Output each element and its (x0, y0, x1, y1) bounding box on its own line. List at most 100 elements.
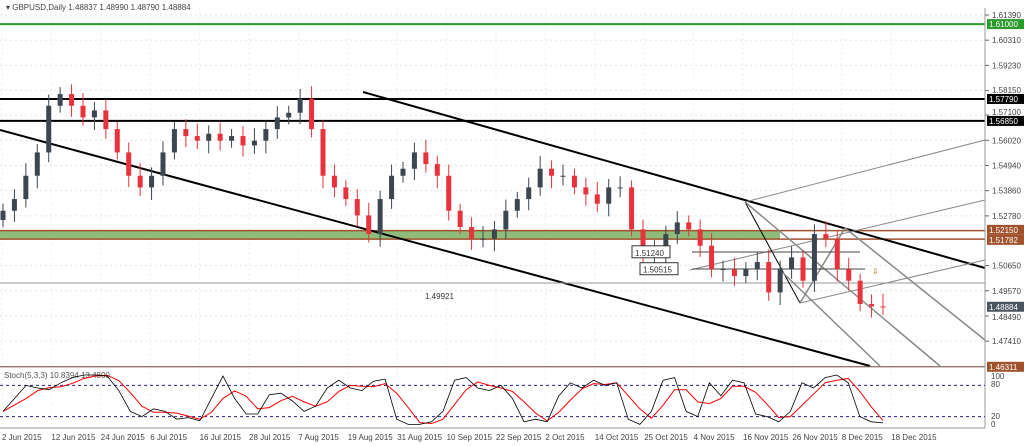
date-tick-label: 24 Jun 2015 (101, 433, 146, 442)
candle-body (720, 269, 726, 271)
price-tick-label: 1.52780 (992, 212, 1021, 221)
candle-body (869, 304, 875, 307)
candle-body (709, 245, 715, 270)
price-tick-label: 1.57100 (992, 108, 1021, 117)
candle-body (217, 133, 223, 141)
candle-body (880, 306, 886, 308)
candle-body (491, 229, 497, 239)
price-axis[interactable]: 1.61390 1.60310 1.59230 1.58150 1.57100 1.560… (985, 11, 1024, 372)
stoch-d-line (2, 374, 884, 425)
date-tick-label: 4 Nov 2015 (694, 433, 735, 442)
candle-body (57, 94, 63, 106)
price-label-box (987, 115, 1024, 126)
fork-line (744, 201, 941, 367)
arrow-down-icon: ⇩ (872, 267, 879, 276)
price-tick-label: 1.58150 (992, 86, 1021, 95)
stoch-tick-label: 0 (991, 420, 996, 429)
candle-body (834, 238, 840, 270)
candle-body (731, 269, 737, 277)
candle-body (766, 262, 772, 293)
candle-body (160, 152, 166, 176)
candle-body (354, 199, 360, 216)
price-tick-label: 1.61390 (992, 11, 1021, 20)
candle-body (263, 129, 269, 141)
price-label-box (987, 361, 1024, 372)
price-tick-label: 1.56020 (992, 136, 1021, 145)
candle-body (583, 187, 589, 195)
stoch-tick-label: 80 (991, 380, 1000, 389)
level-annotation: 1.50515 (643, 266, 672, 275)
candle-body (297, 98, 303, 113)
channel-lower-line (0, 129, 871, 367)
candle-body (137, 175, 143, 188)
candle-body (743, 269, 749, 277)
date-axis[interactable]: 2 Jun 2015 12 Jun 2015 24 Jun 2015 6 Jul 20… (2, 433, 937, 442)
trendlines: ⇩ (0, 91, 986, 367)
channel-upper-line (362, 91, 986, 269)
candle-body (126, 152, 132, 176)
candle-body (331, 175, 337, 188)
price-label: 1.51782 (989, 236, 1018, 245)
date-tick-label: 26 Nov 2015 (792, 433, 838, 442)
price-label-box (987, 19, 1024, 30)
candle-body (229, 136, 235, 141)
date-tick-label: 16 Jul 2015 (200, 433, 242, 442)
candle-body (80, 105, 86, 118)
fork-line (799, 259, 986, 304)
date-tick-label: 28 Jul 2015 (249, 433, 291, 442)
date-tick-label: 2 Oct 2015 (545, 433, 585, 442)
symbol-label: GBPUSD,Daily (12, 3, 67, 12)
stoch-label: Stoch(5,3,3) 10.8394 13.4800 (4, 371, 110, 380)
candle-body (800, 257, 806, 281)
candle-body (446, 175, 452, 211)
candle-body (469, 227, 475, 239)
date-tick-label: 19 Aug 2015 (348, 433, 393, 442)
fork-line (844, 227, 986, 341)
candle-body (789, 257, 795, 270)
stoch-tick-label: 100 (991, 372, 1005, 381)
candle-body (69, 94, 75, 106)
candle-body (549, 168, 555, 176)
date-tick-label: 12 Jun 2015 (51, 433, 96, 442)
candle-body (320, 129, 326, 176)
candle-body (857, 280, 863, 305)
candle-body (434, 164, 440, 176)
price-tick-label: 1.59230 (992, 61, 1021, 70)
candle-body (171, 129, 177, 153)
price-tick-label: 1.49570 (992, 287, 1021, 296)
candle-body (23, 175, 29, 200)
level-annotation: 1.51240 (635, 249, 664, 258)
candle-body (103, 110, 109, 130)
candle-body (811, 234, 817, 281)
price-label: 1.57790 (989, 95, 1018, 104)
price-tick-label: 1.48490 (992, 313, 1021, 322)
candle-body (686, 222, 692, 230)
price-label: 1.61000 (989, 20, 1018, 29)
candle-body (183, 129, 189, 137)
date-tick-label: 7 Aug 2015 (298, 433, 339, 442)
candle-body (114, 129, 120, 153)
price-label: 1.52150 (989, 226, 1018, 235)
candle-body (240, 136, 246, 146)
date-tick-label: 18 Dec 2015 (891, 433, 937, 442)
candle-body (457, 210, 463, 228)
dropdown-icon[interactable]: ▾ (6, 3, 11, 12)
candle-body (571, 175, 577, 188)
candle-body (251, 140, 257, 146)
price-label-box (987, 301, 1024, 312)
price-label-box (987, 224, 1024, 235)
price-tick-label: 1.47410 (992, 337, 1021, 346)
candle-body (411, 152, 417, 169)
fork-line (779, 269, 881, 367)
date-tick-label: 2 Jun 2015 (2, 433, 42, 442)
chart-title: ▾ GBPUSD,Daily 1.48837 1.48990 1.48790 1… (6, 3, 191, 12)
price-tick-label: 1.50650 (992, 262, 1021, 271)
level-annotation: 1.49921 (425, 292, 454, 301)
price-label-box (987, 234, 1024, 245)
candle-body (777, 269, 783, 293)
candle-body (594, 194, 600, 204)
candle-body (149, 175, 155, 188)
